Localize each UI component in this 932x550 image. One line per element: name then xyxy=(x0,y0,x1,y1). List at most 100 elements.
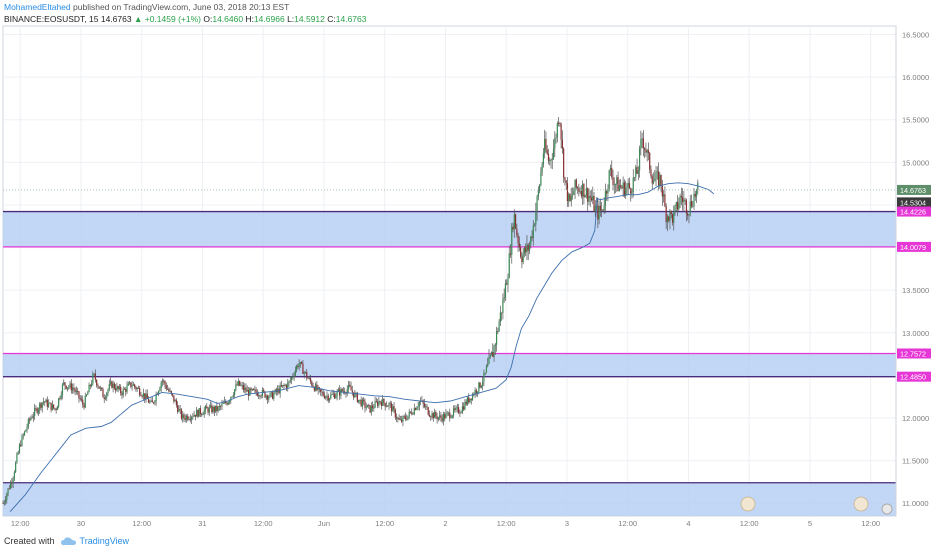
x-tick-label: 12:00 xyxy=(618,519,637,528)
candle-down xyxy=(216,405,218,412)
candle-down xyxy=(409,411,412,413)
candle-down xyxy=(173,395,175,402)
candle-down xyxy=(301,361,303,364)
candle-down xyxy=(8,488,10,490)
candle-up xyxy=(618,185,620,192)
candle-up xyxy=(588,195,590,202)
high-value: 14.6966 xyxy=(253,14,285,24)
candle-down xyxy=(166,388,169,390)
candle-up xyxy=(75,390,78,392)
candle-down xyxy=(406,418,408,420)
candle-down xyxy=(213,406,215,412)
candle-down xyxy=(339,389,341,396)
candle-down xyxy=(70,383,72,391)
price-label-bg xyxy=(897,197,931,208)
candle-up xyxy=(342,391,345,393)
author-link[interactable]: MohamedEltahed xyxy=(4,2,71,12)
candle-down xyxy=(427,407,429,415)
candle-down xyxy=(589,195,591,198)
candle-up xyxy=(413,408,415,414)
x-tick-label: 31 xyxy=(198,519,206,528)
candle-down xyxy=(171,393,174,396)
candle-down xyxy=(140,394,142,396)
candle-down xyxy=(403,416,405,418)
candle-down xyxy=(387,405,389,407)
candle-up xyxy=(32,415,34,418)
candle-down xyxy=(506,283,508,285)
candle-down xyxy=(441,417,443,422)
candle-up xyxy=(523,247,526,255)
candle-down xyxy=(661,185,663,197)
candle-down xyxy=(682,197,684,202)
candle-down xyxy=(440,415,442,418)
candle-up xyxy=(4,500,7,502)
candle-down xyxy=(252,388,255,390)
candle-down xyxy=(165,385,167,389)
candle-up xyxy=(695,189,698,197)
candle-down xyxy=(545,138,547,150)
candle-down xyxy=(517,235,519,244)
candle-down xyxy=(313,387,315,391)
event-flag-icon[interactable] xyxy=(740,496,756,512)
candle-up xyxy=(607,188,609,194)
candle-up xyxy=(693,193,695,207)
candle-up xyxy=(452,408,455,416)
candle-down xyxy=(518,243,520,248)
event-flag-icon[interactable] xyxy=(853,496,869,512)
candle-up xyxy=(539,185,541,191)
candle-up xyxy=(537,190,539,197)
candle-up xyxy=(552,148,555,159)
candle-down xyxy=(151,400,153,403)
candle-up xyxy=(203,410,205,415)
candle-down xyxy=(54,408,56,410)
tradingview-brand[interactable]: TradingView xyxy=(60,536,129,546)
candle-down xyxy=(458,407,460,413)
candle-up xyxy=(675,202,677,207)
candle-down xyxy=(31,417,33,419)
candle-up xyxy=(476,391,479,393)
candle-up xyxy=(66,387,69,389)
candle-down xyxy=(664,194,666,207)
price-label: 14.6763 xyxy=(900,186,926,195)
candle-up xyxy=(445,413,447,419)
candle-up xyxy=(131,385,133,387)
candle-up xyxy=(150,400,152,402)
zone-bottom-label: 12.4850 xyxy=(900,373,926,382)
candle-up xyxy=(541,164,543,173)
candle-down xyxy=(630,188,632,194)
candle-down xyxy=(557,123,560,124)
candle-up xyxy=(417,406,419,408)
candle-up xyxy=(483,373,485,382)
candle-down xyxy=(96,379,98,386)
candle-down xyxy=(383,398,385,404)
candle-down xyxy=(569,194,571,201)
candle-down xyxy=(197,410,199,417)
candle-up xyxy=(237,380,239,386)
candle-up xyxy=(641,138,643,140)
candle-down xyxy=(103,397,105,399)
candle-down xyxy=(226,402,228,405)
tradingview-cloud-icon xyxy=(60,537,76,545)
candle-down xyxy=(395,417,398,419)
candle-up xyxy=(158,390,160,395)
zone-top-label: 14.4226 xyxy=(900,208,926,217)
candle-down xyxy=(611,167,613,178)
candle-up xyxy=(136,388,138,390)
candle-down xyxy=(65,385,67,389)
candle-down xyxy=(137,388,140,389)
candle-up xyxy=(332,393,334,395)
candle-down xyxy=(350,386,352,391)
candle-up xyxy=(221,403,223,407)
candle-up xyxy=(282,385,284,387)
zone-top-label: 12.7572 xyxy=(900,349,926,358)
candle-up xyxy=(418,401,420,407)
zone-bottom-label-bg xyxy=(897,241,931,252)
candle-up xyxy=(308,378,310,379)
candle-down xyxy=(380,402,383,406)
candle-up xyxy=(573,191,575,195)
candle-up xyxy=(188,419,190,420)
candle-up xyxy=(549,160,551,161)
crosshair-icon[interactable] xyxy=(881,503,893,515)
candle-down xyxy=(239,380,241,386)
